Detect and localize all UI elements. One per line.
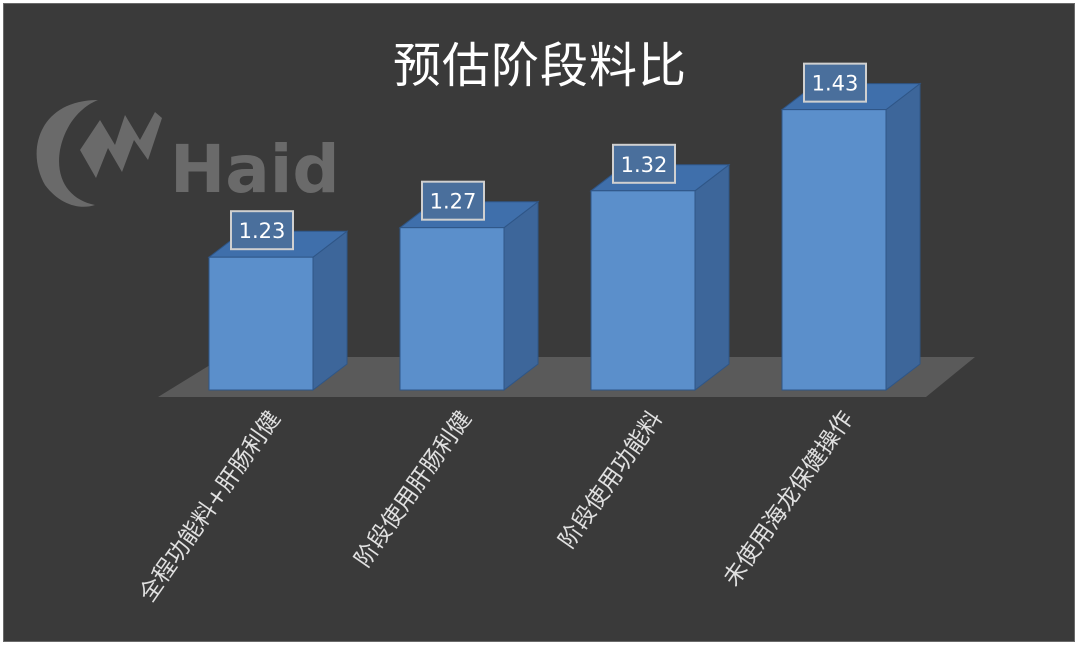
data-label-text: 1.43 — [812, 72, 859, 96]
bar — [398, 200, 540, 392]
bar-front — [399, 227, 505, 391]
data-label: 1.32 — [612, 143, 676, 184]
data-label: 1.43 — [803, 62, 867, 103]
data-label-box — [230, 210, 294, 251]
bar-front — [208, 256, 314, 391]
data-labels-group: 1.23 1.27 1.32 1.43 — [230, 62, 867, 251]
bar-side — [312, 230, 348, 392]
chart-floor — [158, 357, 975, 397]
data-label-box — [612, 143, 676, 184]
bars-group — [207, 82, 922, 392]
bar-side — [503, 200, 539, 392]
bar-side — [885, 82, 921, 392]
data-label-text: 1.27 — [430, 190, 477, 214]
data-label-box — [803, 62, 867, 103]
bar — [589, 163, 731, 392]
x-tick-label: 阶段使用功能料 — [554, 407, 668, 554]
data-label-text: 1.32 — [621, 153, 668, 177]
bar — [780, 82, 922, 392]
logo-swoosh-icon — [36, 100, 98, 207]
logo-text: Haid — [170, 131, 340, 208]
haid-logo: Haid — [36, 100, 340, 208]
data-label: 1.23 — [230, 210, 294, 251]
data-label-box — [421, 180, 485, 221]
bar-side — [694, 163, 730, 392]
x-tick-label: 全程功能料+肝肠利健 — [135, 407, 286, 607]
data-label-text: 1.23 — [239, 219, 286, 243]
bar-front — [590, 190, 696, 391]
bar — [207, 230, 349, 392]
bar-front — [781, 109, 887, 391]
x-tick-label: 阶段使用肝肠利健 — [350, 407, 477, 573]
chart-title: 预估阶段料比 — [392, 38, 687, 94]
x-tick-label: 未使用海龙保健操作 — [719, 407, 859, 591]
data-label: 1.27 — [421, 180, 485, 221]
x-tick-labels-group: 全程功能料+肝肠利健 阶段使用肝肠利健 阶段使用功能料 未使用海龙保健操作 — [135, 407, 859, 607]
logo-mark-icon — [80, 112, 162, 178]
